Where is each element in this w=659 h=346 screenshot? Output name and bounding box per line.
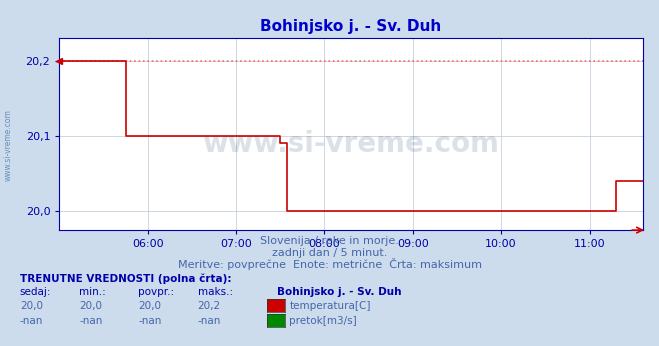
Text: 20,0: 20,0 (138, 301, 161, 311)
Text: Meritve: povprečne  Enote: metrične  Črta: maksimum: Meritve: povprečne Enote: metrične Črta:… (177, 258, 482, 270)
Text: povpr.:: povpr.: (138, 287, 175, 297)
Text: www.si-vreme.com: www.si-vreme.com (202, 130, 500, 158)
Text: Bohinjsko j. - Sv. Duh: Bohinjsko j. - Sv. Duh (277, 287, 401, 297)
Text: -nan: -nan (20, 316, 43, 326)
Text: -nan: -nan (138, 316, 161, 326)
Text: min.:: min.: (79, 287, 106, 297)
Text: zadnji dan / 5 minut.: zadnji dan / 5 minut. (272, 248, 387, 258)
Text: www.si-vreme.com: www.si-vreme.com (3, 109, 13, 181)
Text: maks.:: maks.: (198, 287, 233, 297)
Text: pretok[m3/s]: pretok[m3/s] (289, 316, 357, 326)
Text: sedaj:: sedaj: (20, 287, 51, 297)
Text: 20,2: 20,2 (198, 301, 221, 311)
Title: Bohinjsko j. - Sv. Duh: Bohinjsko j. - Sv. Duh (260, 19, 442, 34)
Text: Slovenija / reke in morje.: Slovenija / reke in morje. (260, 236, 399, 246)
Text: TRENUTNE VREDNOSTI (polna črta):: TRENUTNE VREDNOSTI (polna črta): (20, 273, 231, 284)
Text: temperatura[C]: temperatura[C] (289, 301, 371, 311)
Text: -nan: -nan (79, 316, 102, 326)
Text: 20,0: 20,0 (79, 301, 102, 311)
Text: -nan: -nan (198, 316, 221, 326)
Text: 20,0: 20,0 (20, 301, 43, 311)
